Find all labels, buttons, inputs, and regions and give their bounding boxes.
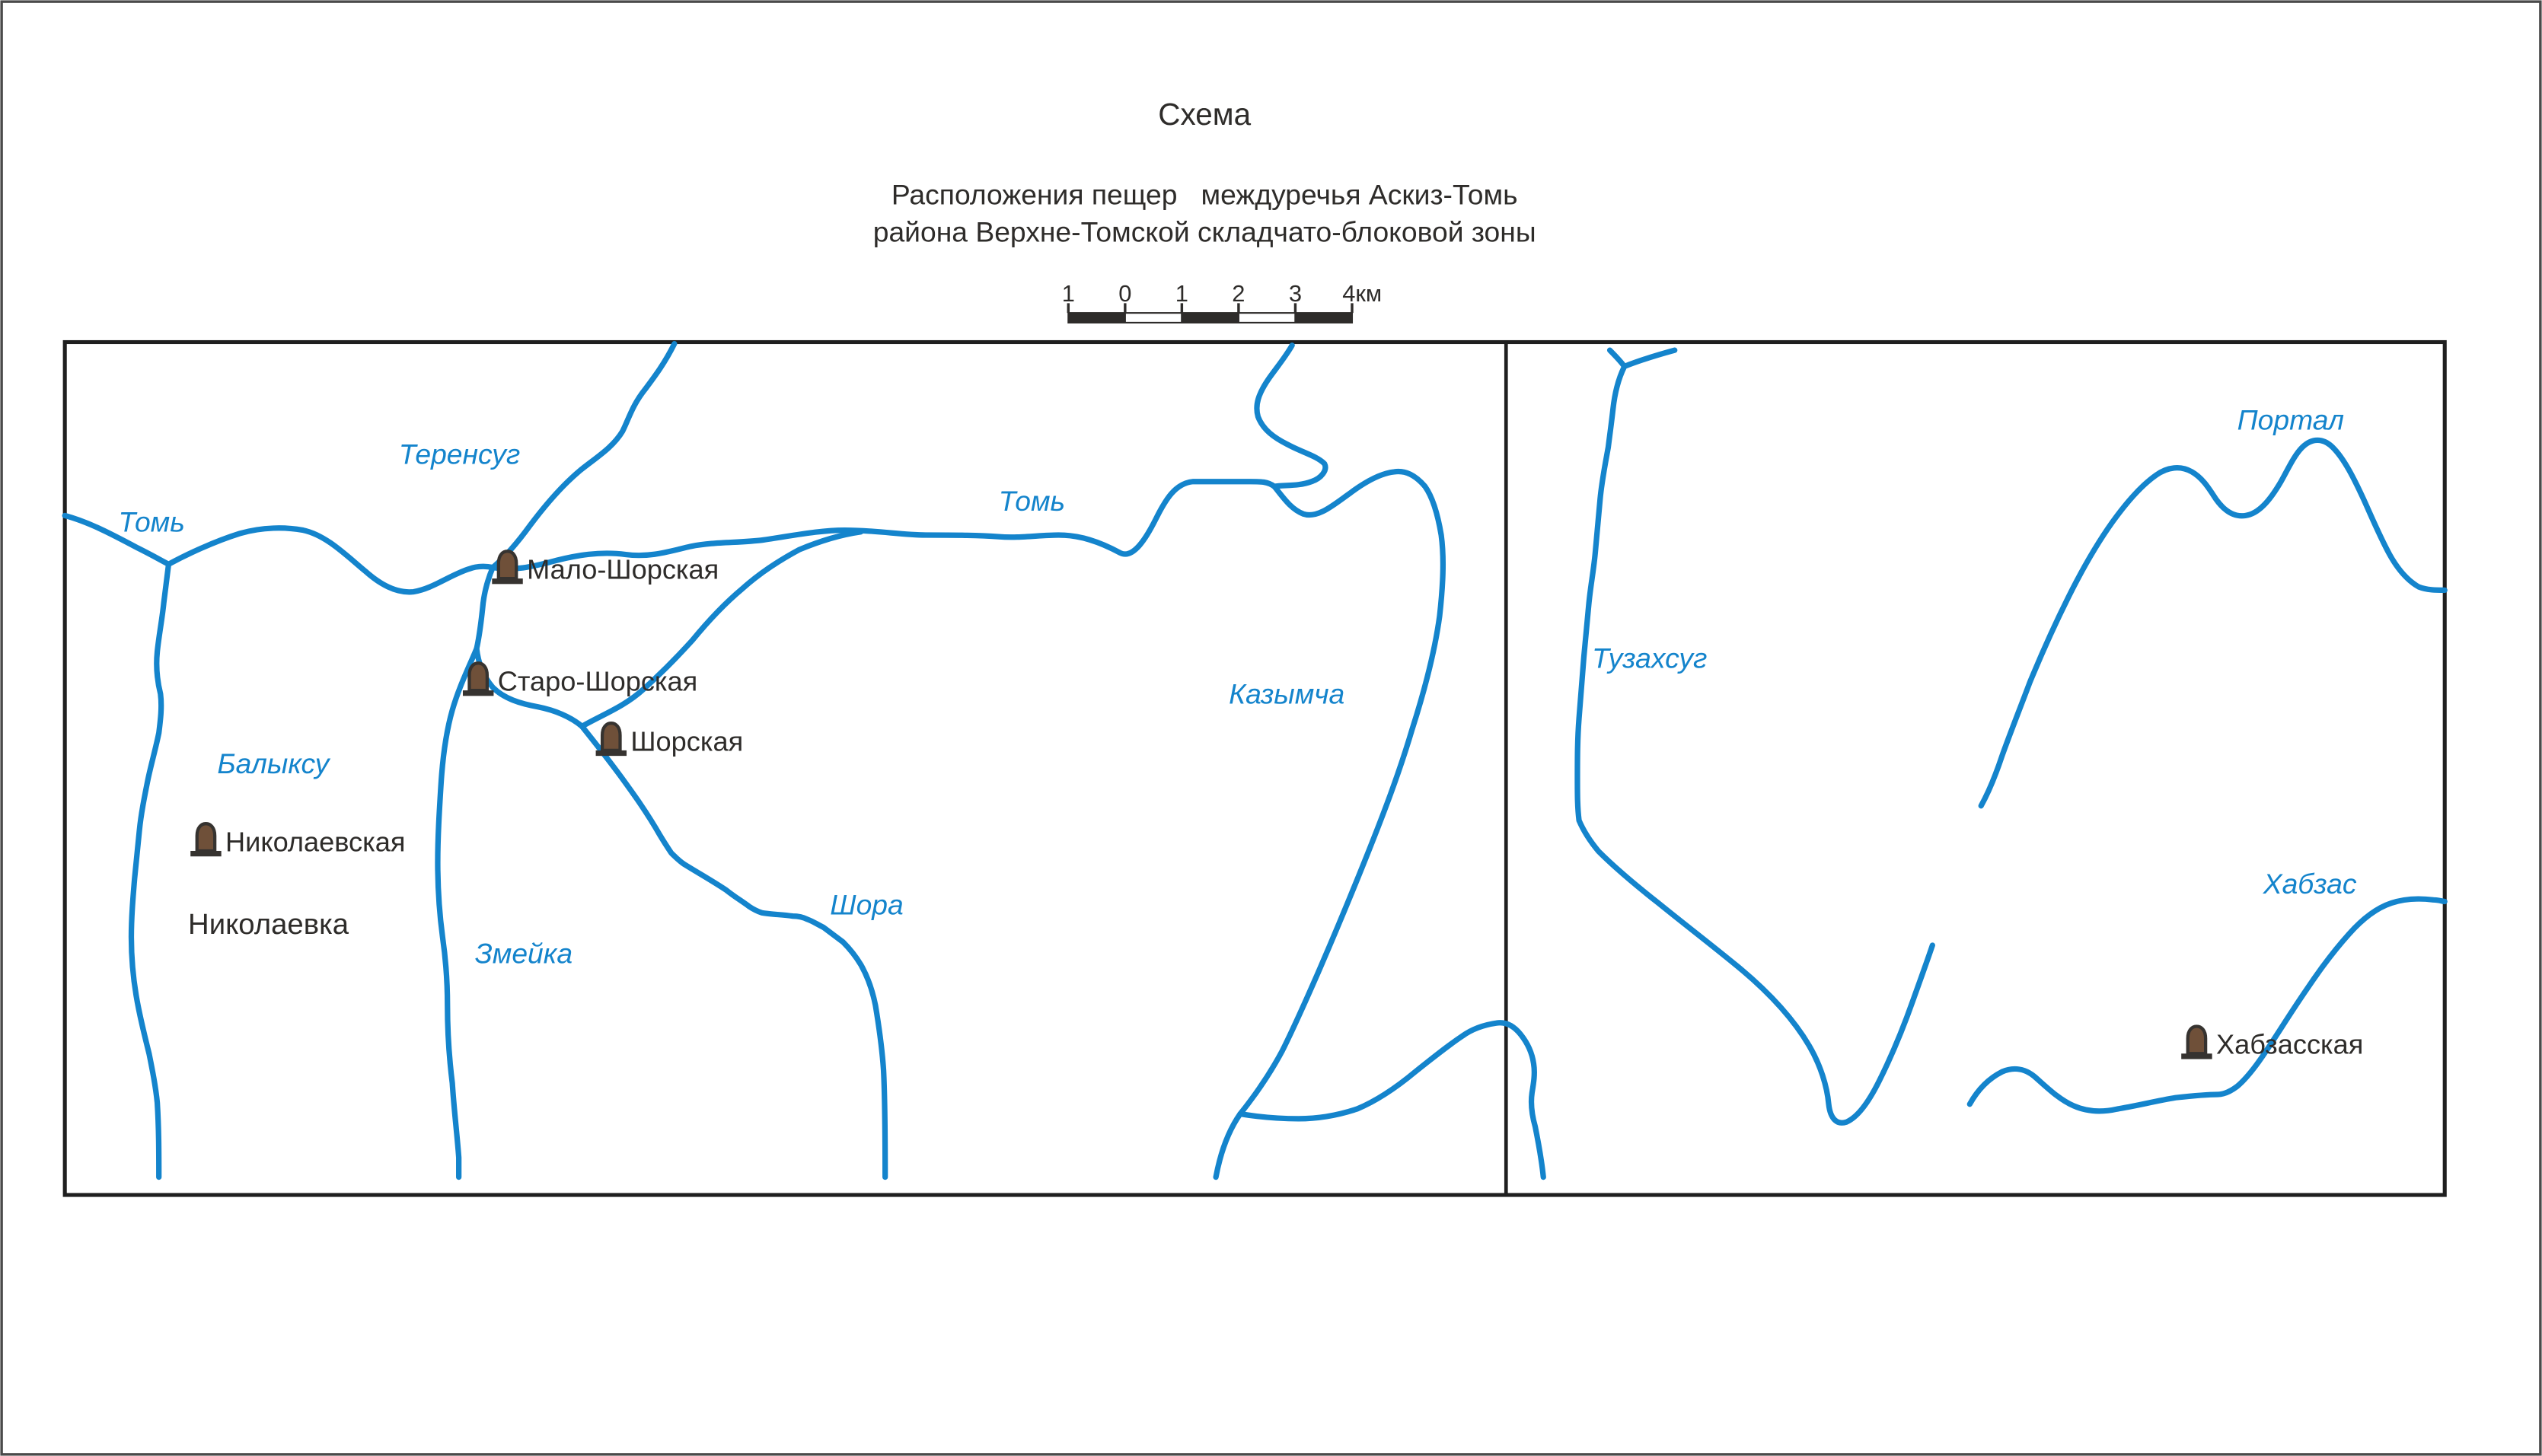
- river-label-balyksu: Балыксу: [217, 747, 330, 779]
- river-label-tom-center: Томь: [999, 485, 1065, 517]
- river-label-portal: Портал: [2237, 404, 2344, 436]
- river-label-tom-west: Томь: [118, 506, 184, 538]
- cave-icon: [190, 824, 221, 856]
- river-path-portal: [1978, 437, 2448, 809]
- river-path-mouth-stream: [1237, 1020, 1546, 1180]
- river-label-khabzas: Хабзас: [2263, 868, 2357, 900]
- scale-tick-label: 1: [1175, 280, 1188, 307]
- scale-segment: [1237, 312, 1297, 323]
- scale-tick-label: 1: [1062, 280, 1075, 307]
- cave-marker-shorskaya: Шорская: [596, 723, 743, 757]
- page-subtitle-line2: района Верхне-Томской складчато-блоковой…: [873, 215, 1536, 247]
- river-path-tuzakhsug: [1574, 347, 1935, 1126]
- cave-label: Шорская: [630, 725, 743, 757]
- cave-label: Николаевская: [225, 826, 406, 857]
- river-path-balyksu: [128, 561, 172, 1180]
- river-label-zmeika: Змейка: [475, 937, 573, 969]
- river-path-connector: [474, 564, 585, 729]
- river-path-tom-kazymcha: [62, 468, 1446, 1180]
- river-label-tuzakhsug: Тузахсуг: [1592, 642, 1707, 674]
- page-title: Схема: [1158, 97, 1251, 132]
- cave-icon: [2181, 1026, 2212, 1059]
- river-path-zmeika: [435, 645, 480, 1180]
- cave-label: Мало-Шорская: [527, 554, 719, 585]
- scale-tick-label: 3: [1289, 280, 1302, 307]
- scale-segment: [1181, 312, 1239, 323]
- cave-label: Хабзасская: [2216, 1029, 2363, 1060]
- river-path-khabzas: [1966, 896, 2448, 1114]
- cave-marker-khabzasskaya: Хабзасская: [2181, 1026, 2363, 1059]
- scale-tick-label: 0: [1118, 280, 1131, 307]
- river-label-kazymcha: Казымча: [1229, 678, 1344, 710]
- scale-segment: [1294, 312, 1354, 323]
- cave-marker-nikolaevskaya: Николаевская: [190, 824, 405, 857]
- cave-marker-staro-shorskaya: Старо-Шорская: [463, 663, 697, 696]
- scale-bar: 1 0 1 2 3 4км: [1062, 280, 1382, 323]
- map-frame: [62, 339, 2447, 1197]
- river-path-terensug: [490, 340, 678, 571]
- cave-marker-malo-shorskaya: Мало-Шорская: [492, 551, 719, 585]
- river-path-tom-shora-link: [579, 529, 864, 729]
- page-subtitle-line1: Расположения пещер междуречья Аскиз-Томь: [891, 178, 1518, 210]
- scale-segment: [1067, 312, 1126, 323]
- scale-tick-label: 4км: [1342, 280, 1382, 307]
- river-label-shora: Шора: [830, 888, 903, 920]
- settlement-label-nikolaevka: Николаевка: [188, 908, 349, 941]
- cave-label: Старо-Шорская: [498, 665, 698, 696]
- scale-tick-label: 2: [1232, 280, 1245, 307]
- river-path-shora: [579, 723, 888, 1180]
- cave-icon: [596, 723, 627, 756]
- scale-segment: [1124, 312, 1183, 323]
- river-label-terensug: Теренсуг: [399, 438, 520, 470]
- river-path-top-tributary: [1254, 342, 1328, 489]
